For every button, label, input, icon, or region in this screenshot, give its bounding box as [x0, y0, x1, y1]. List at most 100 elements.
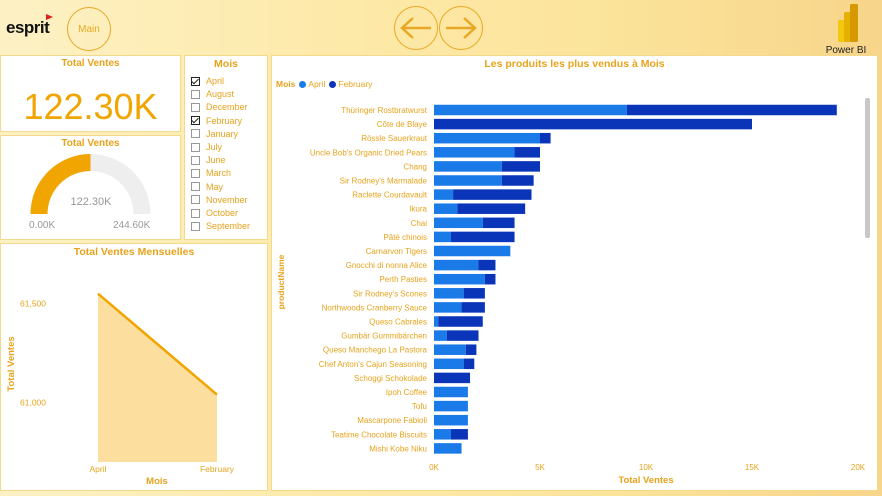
slicer-item-december[interactable]: December: [191, 102, 248, 112]
gauge-fill: [30, 154, 91, 214]
bar-segment-february[interactable]: [438, 316, 483, 327]
gauge-chart: [30, 154, 151, 214]
bar-segment-february[interactable]: [501, 175, 534, 186]
slicer-item-august[interactable]: August: [191, 89, 234, 99]
slicer-item-october[interactable]: October: [191, 208, 238, 218]
bar-segment-february[interactable]: [540, 132, 551, 144]
bar-segment-april[interactable]: [434, 273, 485, 285]
bar-category-label: Gumbär Gummibärchen: [341, 332, 427, 341]
bar-segment-february[interactable]: [434, 118, 752, 130]
chart-scrollbar[interactable]: [865, 98, 870, 238]
bar-segment-february[interactable]: [457, 203, 526, 214]
bar-segment-april[interactable]: [434, 175, 502, 186]
bar-segment-april[interactable]: [434, 429, 451, 440]
bar-segment-april[interactable]: [434, 302, 462, 313]
bar-chart-title: Les produits les plus vendus à Mois: [484, 58, 665, 70]
bar-segment-april[interactable]: [434, 414, 468, 426]
x-tick-label: 0K: [429, 463, 439, 472]
bar-segment-february[interactable]: [626, 104, 837, 116]
bar-segment-april[interactable]: [434, 344, 466, 355]
checkbox-icon[interactable]: [191, 208, 200, 218]
slicer-item-april[interactable]: April: [191, 76, 224, 86]
powerbi-logo: Power BI: [818, 2, 874, 56]
bar-segment-april[interactable]: [434, 259, 479, 271]
bar-segment-february[interactable]: [514, 147, 540, 158]
checkbox-icon[interactable]: [191, 102, 200, 112]
back-button[interactable]: [394, 6, 438, 50]
gauge-value: 122.30K: [70, 196, 112, 208]
bar-segment-february[interactable]: [465, 344, 477, 355]
bar-segment-april[interactable]: [434, 386, 468, 398]
bar-segment-february[interactable]: [453, 189, 532, 200]
gauge-min: 0.00K: [29, 220, 56, 231]
checkbox-checked-icon[interactable]: [191, 76, 200, 86]
legend-item-april[interactable]: April: [299, 79, 325, 89]
slicer-item-march[interactable]: March: [191, 168, 231, 178]
powerbi-icon: [838, 4, 858, 42]
bar-segment-february[interactable]: [450, 231, 515, 243]
bar-segment-april[interactable]: [434, 316, 439, 327]
bar-category-label: Mishi Kobe Niku: [369, 444, 427, 453]
bar-segment-april[interactable]: [434, 288, 464, 299]
checkbox-icon[interactable]: [191, 221, 200, 231]
bar-segment-april[interactable]: [434, 147, 515, 158]
main-button[interactable]: Main: [67, 7, 111, 51]
slicer-item-july[interactable]: July: [191, 142, 222, 152]
top-products-card: Les produits les plus vendus à Mois Mois…: [272, 56, 877, 490]
bar-segment-april[interactable]: [434, 358, 464, 370]
bar-y-axis-title: productName: [276, 254, 286, 309]
slicer-item-may[interactable]: May: [191, 182, 223, 192]
bar-segment-april[interactable]: [434, 231, 451, 243]
checkbox-icon[interactable]: [191, 168, 200, 178]
area-chart-title: Total Ventes Mensuelles: [74, 246, 195, 258]
slicer-item-september[interactable]: September: [191, 221, 250, 231]
legend-item-february[interactable]: February: [329, 79, 372, 89]
checkbox-icon[interactable]: [191, 182, 200, 192]
bar-segment-april[interactable]: [434, 400, 468, 412]
bar-category-label: Côte de Blaye: [377, 120, 428, 129]
bar-category-label: Sir Rodney's Scones: [353, 289, 427, 298]
bar-segment-february[interactable]: [478, 259, 496, 271]
forward-button[interactable]: [439, 6, 483, 50]
bar-segment-april[interactable]: [434, 161, 502, 172]
slicer-item-label: June: [206, 155, 226, 166]
mois-slicer: Mois April August December February January J…: [185, 56, 267, 239]
bar-segment-february[interactable]: [450, 429, 468, 440]
x-tick-label: 10K: [639, 463, 654, 472]
checkbox-icon[interactable]: [191, 142, 200, 152]
slicer-item-june[interactable]: June: [191, 155, 226, 165]
arrow-left-icon: [400, 17, 431, 39]
area-y-axis-title: Total Ventes: [6, 336, 17, 391]
bar-segment-february[interactable]: [484, 273, 496, 285]
slicer-item-november[interactable]: November: [191, 195, 248, 205]
bar-segment-april[interactable]: [434, 330, 447, 341]
bar-category-label: Gnocchi di nonna Alice: [346, 261, 428, 270]
checkbox-icon[interactable]: [191, 155, 200, 165]
bar-segment-february[interactable]: [463, 288, 485, 299]
bar-segment-april[interactable]: [434, 104, 627, 116]
bar-segment-february[interactable]: [463, 358, 475, 370]
bar-segment-february[interactable]: [482, 217, 515, 229]
bar-segment-april[interactable]: [434, 217, 483, 229]
checkbox-icon[interactable]: [191, 89, 200, 99]
bar-segment-february[interactable]: [461, 302, 485, 313]
top-products-bar-chart: Thüringer Rostbratwurst Côte de Blaye Röss…: [276, 104, 866, 486]
bar-segment-april[interactable]: [434, 245, 511, 257]
area-line: [97, 292, 218, 396]
slicer-item-january[interactable]: January: [191, 129, 238, 139]
bar-segment-april[interactable]: [434, 189, 454, 200]
bar-segment-april[interactable]: [434, 443, 462, 454]
checkbox-icon[interactable]: [191, 129, 200, 139]
bar-segment-february[interactable]: [501, 161, 540, 172]
bar-category-label: Teatime Chocolate Biscuits: [331, 430, 427, 439]
bar-segment-april[interactable]: [434, 132, 540, 144]
bar-category-label: Carnarvon Tigers: [366, 247, 427, 256]
checkbox-checked-icon[interactable]: [191, 116, 200, 126]
bar-segment-february[interactable]: [446, 330, 479, 341]
checkbox-icon[interactable]: [191, 195, 200, 205]
bar-segment-february[interactable]: [434, 372, 471, 384]
top-bar: esprit Main Power BI: [0, 0, 882, 56]
legend-dot-icon: [329, 81, 337, 88]
slicer-item-february[interactable]: February: [191, 116, 242, 126]
bar-segment-april[interactable]: [434, 203, 458, 214]
